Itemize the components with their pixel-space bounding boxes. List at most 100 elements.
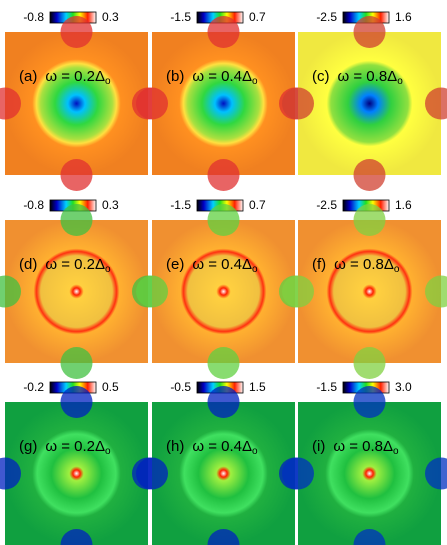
- colorbar-min: -0.2: [23, 380, 44, 394]
- heatmap-lobe: [0, 275, 21, 308]
- heatmap-lobe: [282, 457, 314, 490]
- colorbar-max: 3.0: [395, 380, 412, 394]
- colorbar-min: -0.8: [23, 198, 44, 212]
- panel-letter: (e): [166, 256, 184, 273]
- heatmap-lobe: [425, 275, 447, 308]
- panel-label: (b) ω = 0.4Δo: [166, 68, 258, 87]
- panel-label: (f) ω = 0.8Δo: [312, 256, 400, 275]
- heatmap-lobe: [60, 529, 93, 545]
- heatmap: [5, 32, 148, 175]
- heatmap-lobe: [425, 457, 447, 490]
- heatmap: [152, 32, 295, 175]
- heatmap-lobe: [425, 87, 447, 120]
- heatmap-lobe: [60, 386, 93, 418]
- colorbar-min: -1.5: [170, 198, 191, 212]
- panel-label: (g) ω = 0.2Δo: [19, 438, 111, 457]
- panel-letter: (f): [312, 256, 326, 273]
- heatmap: [298, 402, 441, 545]
- colorbar-min: -2.5: [316, 10, 337, 24]
- heatmap: [152, 402, 295, 545]
- colorbar-min: -0.5: [170, 380, 191, 394]
- panel-subscript: o: [105, 76, 111, 87]
- colorbar-max: 1.5: [249, 380, 266, 394]
- panel-letter: (c): [312, 68, 330, 85]
- heatmap: [5, 402, 148, 545]
- colorbar-max: 1.6: [395, 10, 412, 24]
- heatmap-lobe: [353, 16, 386, 48]
- heatmap-lobe: [282, 87, 314, 120]
- colorbar-min: -0.8: [23, 10, 44, 24]
- panel-letter: (a): [19, 68, 37, 85]
- panel-omega: ω = 0.8Δ: [333, 438, 393, 455]
- panel-omega: ω = 0.4Δ: [192, 68, 252, 85]
- heatmap-lobe: [207, 204, 240, 236]
- panel-omega: ω = 0.4Δ: [192, 438, 252, 455]
- colorbar-max: 0.3: [102, 10, 119, 24]
- heatmap: [298, 32, 441, 175]
- heatmap-lobe: [207, 347, 240, 379]
- panel-subscript: o: [105, 446, 111, 457]
- heatmap-lobe: [353, 159, 386, 191]
- panel-label: (h) ω = 0.4Δo: [166, 438, 258, 457]
- panel-letter: (h): [166, 438, 184, 455]
- heatmap-lobe: [207, 529, 240, 545]
- colorbar-max: 0.3: [102, 198, 119, 212]
- colorbar-max: 0.5: [102, 380, 119, 394]
- heatmap-lobe: [353, 529, 386, 545]
- panel-subscript: o: [105, 264, 111, 275]
- colorbar-min: -1.5: [170, 10, 191, 24]
- heatmap: [5, 220, 148, 363]
- panel: -0.2 0.5 (g) ω = 0.2Δo: [0, 380, 164, 545]
- heatmap: [298, 220, 441, 363]
- heatmap-lobe: [353, 204, 386, 236]
- colorbar-max: 0.7: [249, 10, 266, 24]
- panel-subscript: o: [393, 446, 399, 457]
- panel-omega: ω = 0.4Δ: [192, 256, 252, 273]
- colorbar-max: 1.6: [395, 198, 412, 212]
- heatmap-lobe: [282, 275, 314, 308]
- heatmap-lobe: [0, 87, 21, 120]
- panel: -2.5 1.6 (c) ω = 0.8Δo: [282, 10, 447, 191]
- panel-label: (e) ω = 0.4Δo: [166, 256, 258, 275]
- panel-letter: (g): [19, 438, 37, 455]
- panel-label: (a) ω = 0.2Δo: [19, 68, 111, 87]
- panel-letter: (b): [166, 68, 184, 85]
- colorbar-max: 0.7: [249, 198, 266, 212]
- panel: -0.5 1.5 (h) ω = 0.4Δo: [136, 380, 311, 545]
- panel-omega: ω = 0.2Δ: [45, 438, 105, 455]
- panel-subscript: o: [252, 264, 258, 275]
- panel-subscript: o: [397, 76, 403, 87]
- heatmap-lobe: [136, 275, 168, 308]
- heatmap-lobe: [353, 347, 386, 379]
- panel-subscript: o: [394, 264, 400, 275]
- heatmap-lobe: [60, 347, 93, 379]
- panel-letter: (d): [19, 256, 37, 273]
- heatmap-lobe: [0, 457, 21, 490]
- colorbar-min: -1.5: [316, 380, 337, 394]
- heatmap-lobe: [207, 159, 240, 191]
- panel-subscript: o: [252, 76, 258, 87]
- panel: -2.5 1.6 (f) ω = 0.8Δo: [282, 198, 447, 379]
- panel-label: (c) ω = 0.8Δo: [312, 68, 403, 87]
- heatmap-lobe: [60, 159, 93, 191]
- heatmap-lobe: [207, 386, 240, 418]
- panel: -1.5 3.0 (i) ω = 0.8Δo: [282, 380, 447, 545]
- heatmap-lobe: [353, 386, 386, 418]
- panel: -1.5 0.7 (e) ω = 0.4Δo: [136, 198, 311, 379]
- heatmap-lobe: [60, 204, 93, 236]
- heatmap-lobe: [60, 16, 93, 48]
- panel-omega: ω = 0.2Δ: [45, 256, 105, 273]
- panel-label: (i) ω = 0.8Δo: [312, 438, 399, 457]
- heatmap: [152, 220, 295, 363]
- colorbar-min: -2.5: [316, 198, 337, 212]
- panel-omega: ω = 0.8Δ: [338, 68, 398, 85]
- heatmap-lobe: [207, 16, 240, 48]
- panel-omega: ω = 0.8Δ: [334, 256, 394, 273]
- panel-letter: (i): [312, 438, 325, 455]
- panel-omega: ω = 0.2Δ: [45, 68, 105, 85]
- heatmap-lobe: [136, 457, 168, 490]
- heatmap-lobe: [136, 87, 168, 120]
- panel-subscript: o: [252, 446, 258, 457]
- panel-label: (d) ω = 0.2Δo: [19, 256, 111, 275]
